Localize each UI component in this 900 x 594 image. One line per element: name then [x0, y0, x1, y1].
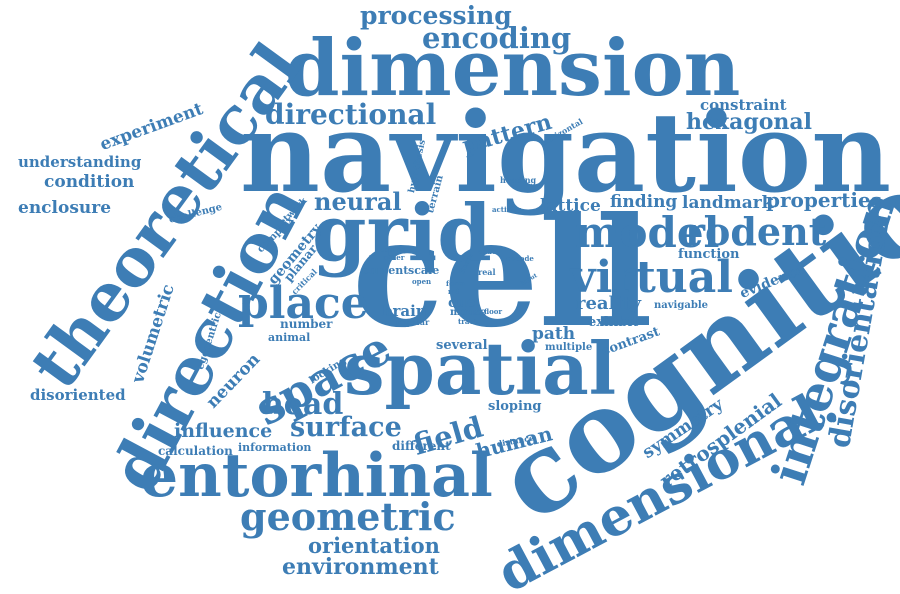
word-environment: environment: [282, 554, 439, 580]
word-rat: rat: [448, 287, 460, 296]
word-exhibit: exhibit: [588, 315, 639, 330]
word-rodent: rodent: [685, 209, 827, 254]
word-animal: animal: [268, 331, 311, 344]
word-sloping: sloping: [488, 399, 542, 414]
word-different: different: [392, 439, 451, 453]
word-encode: encode: [506, 254, 534, 263]
word-directional: directional: [265, 98, 437, 131]
word-track: track: [458, 317, 479, 326]
word-lattice: lattice: [540, 196, 601, 216]
word-hexagonal: hexagonal: [686, 109, 813, 135]
word-form: form: [446, 279, 465, 288]
word-constraint: constraint: [700, 96, 787, 114]
word-navigation: navigation: [240, 88, 892, 217]
word-geometric: geometric: [240, 494, 456, 539]
word-code: code: [478, 247, 497, 256]
word-cell: cell: [352, 185, 653, 361]
word-properties: properties: [766, 188, 882, 212]
word-scale: scale: [408, 264, 440, 277]
word-current: current: [362, 264, 409, 277]
word-neural: neural: [314, 187, 402, 216]
word-heading: heading: [500, 175, 537, 185]
word-multiple: multiple: [545, 342, 593, 353]
word-head: head: [262, 387, 344, 422]
word-coding: coding: [380, 245, 407, 254]
word-navigable: navigable: [654, 300, 708, 311]
word-function: function: [678, 247, 740, 262]
word-reality: reality: [576, 293, 642, 314]
word-open: open: [412, 277, 432, 286]
word-activity: activity: [492, 205, 521, 214]
word-surface: surface: [290, 412, 402, 443]
word-finding: finding: [610, 192, 678, 212]
word-understanding: understanding: [18, 153, 142, 171]
word-path: path: [532, 324, 576, 344]
word-spatial: spatial: [344, 326, 617, 411]
word-enclosure: enclosure: [18, 198, 112, 218]
word-model: model: [575, 208, 720, 257]
word-influence: influence: [174, 420, 273, 442]
word-several: several: [436, 338, 488, 353]
word-virtual: virtual: [570, 252, 734, 303]
word-calculation: calculation: [158, 444, 233, 458]
word-real: real: [478, 267, 496, 277]
word-information: information: [238, 441, 312, 454]
word-place: place: [238, 278, 369, 329]
word-cue: cue: [448, 295, 476, 311]
word-order: order: [383, 253, 405, 262]
word-landmark: landmark: [682, 193, 774, 213]
word-regular: regular: [396, 317, 430, 327]
word-mouse: mouse: [450, 307, 487, 318]
word-brain: brain: [382, 302, 427, 320]
word-orientation: orientation: [308, 533, 440, 558]
word-number: number: [280, 317, 333, 331]
word-grid: grid: [312, 188, 492, 279]
word-processing: processing: [360, 1, 512, 30]
word-floor: floor: [484, 307, 503, 316]
word-disoriented: disoriented: [30, 386, 126, 404]
word-encoding: encoding: [422, 21, 572, 55]
word-dimension: dimension: [285, 23, 741, 114]
word-condition: condition: [44, 172, 135, 192]
word-entorhinal: entorhinal: [140, 441, 493, 511]
